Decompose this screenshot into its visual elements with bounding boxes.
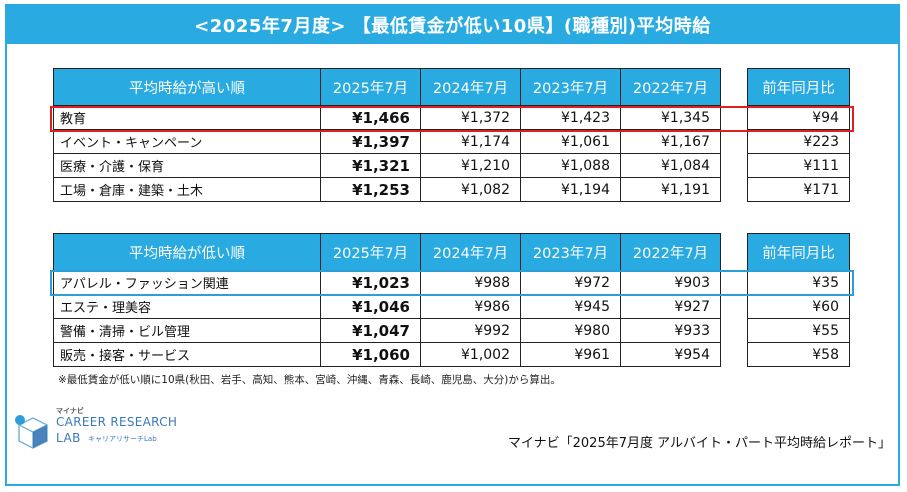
value-2025: ¥1,253 (320, 177, 421, 202)
value-2024: ¥986 (420, 294, 521, 319)
value-2023: ¥1,194 (520, 177, 621, 202)
table-row: ¥58 (747, 342, 850, 367)
category-cell: イベント・キャンペーン (53, 129, 321, 154)
col-2023: 2023年7月 (520, 68, 621, 106)
yoy-value: ¥58 (747, 342, 850, 367)
value-2023: ¥980 (520, 318, 621, 343)
col-2022: 2022年7月 (620, 68, 721, 106)
value-2025: ¥1,023 (320, 270, 421, 295)
logo-line1: CAREER RESEARCH (56, 415, 178, 429)
high-table-header: 平均時給が高い順 (53, 68, 321, 106)
category-cell: 教育 (53, 105, 321, 130)
table-row: イベント・キャンペーン ¥1,397 ¥1,174 ¥1,061 ¥1,167 (53, 129, 721, 154)
table-row: 販売・接客・サービス ¥1,060 ¥1,002 ¥961 ¥954 (53, 342, 721, 367)
yoy-value: ¥111 (747, 153, 850, 178)
value-2023: ¥972 (520, 270, 621, 295)
cube-logo-icon (15, 415, 48, 449)
value-2025: ¥1,046 (320, 294, 421, 319)
value-2025: ¥1,397 (320, 129, 421, 154)
logo-line2: LAB (56, 431, 81, 445)
yoy-value: ¥35 (747, 270, 850, 295)
career-research-lab-logo: マイナビ CAREER RESEARCH LAB キャリアリサーチLab (12, 404, 182, 464)
category-cell: エステ・理美容 (53, 294, 321, 319)
value-2024: ¥1,082 (420, 177, 521, 202)
value-2022: ¥903 (620, 270, 721, 295)
table-row: ¥55 (747, 318, 850, 343)
table-row: エステ・理美容 ¥1,046 ¥986 ¥945 ¥927 (53, 294, 721, 319)
report-title: <2025年7月度> 【最低賃金が低い10県】(職種別)平均時給 (7, 6, 898, 44)
category-cell: アパレル・ファッション関連 (53, 270, 321, 295)
value-2024: ¥1,002 (420, 342, 521, 367)
category-cell: 警備・清掃・ビル管理 (53, 318, 321, 343)
table-row: ¥111 (747, 153, 850, 178)
value-2022: ¥1,191 (620, 177, 721, 202)
value-2023: ¥961 (520, 342, 621, 367)
value-2023: ¥1,061 (520, 129, 621, 154)
table-row: 工場・倉庫・建築・土木 ¥1,253 ¥1,082 ¥1,194 ¥1,191 (53, 177, 721, 202)
value-2024: ¥1,174 (420, 129, 521, 154)
value-2023: ¥1,088 (520, 153, 621, 178)
table-row: ¥94 (747, 105, 850, 130)
yoy-value: ¥223 (747, 129, 850, 154)
table-row: 医療・介護・保育 ¥1,321 ¥1,210 ¥1,088 ¥1,084 (53, 153, 721, 178)
value-2024: ¥1,372 (420, 105, 521, 130)
category-cell: 工場・倉庫・建築・土木 (53, 177, 321, 202)
col-2024: 2024年7月 (420, 68, 521, 106)
value-2025: ¥1,047 (320, 318, 421, 343)
low-wage-table: 平均時給が低い順 2025年7月 2024年7月 2023年7月 2022年7月… (53, 233, 721, 367)
yoy-value: ¥171 (747, 177, 850, 202)
logo-brand: マイナビ (56, 407, 84, 415)
value-2022: ¥954 (620, 342, 721, 367)
table-row: 警備・清掃・ビル管理 ¥1,047 ¥992 ¥980 ¥933 (53, 318, 721, 343)
footnote: ※最低賃金が低い順に10県(秋田、岩手、高知、熊本、宮崎、沖縄、青森、長崎、鹿児… (58, 374, 561, 386)
yoy-value: ¥60 (747, 294, 850, 319)
low-yoy-table: 前年同月比 ¥35 ¥60 ¥55 ¥58 (747, 233, 850, 367)
col-2023: 2023年7月 (520, 233, 621, 271)
category-cell: 販売・接客・サービス (53, 342, 321, 367)
source-credit: マイナビ「2025年7月度 アルバイト・パート平均時給レポート」 (507, 436, 891, 451)
table-row: 教育 ¥1,466 ¥1,372 ¥1,423 ¥1,345 (53, 105, 721, 130)
value-2023: ¥945 (520, 294, 621, 319)
yoy-value: ¥94 (747, 105, 850, 130)
value-2022: ¥1,167 (620, 129, 721, 154)
category-cell: 医療・介護・保育 (53, 153, 321, 178)
table-row: ¥60 (747, 294, 850, 319)
yoy-header: 前年同月比 (747, 233, 850, 271)
value-2024: ¥988 (420, 270, 521, 295)
value-2022: ¥927 (620, 294, 721, 319)
col-2025: 2025年7月 (320, 68, 421, 106)
value-2025: ¥1,060 (320, 342, 421, 367)
table-row: アパレル・ファッション関連 ¥1,023 ¥988 ¥972 ¥903 (53, 270, 721, 295)
value-2024: ¥992 (420, 318, 521, 343)
value-2023: ¥1,423 (520, 105, 621, 130)
table-row: ¥35 (747, 270, 850, 295)
yoy-header: 前年同月比 (747, 68, 850, 106)
low-table-header: 平均時給が低い順 (53, 233, 321, 271)
high-yoy-table: 前年同月比 ¥94 ¥223 ¥111 ¥171 (747, 68, 850, 202)
value-2022: ¥1,084 (620, 153, 721, 178)
value-2022: ¥933 (620, 318, 721, 343)
value-2025: ¥1,321 (320, 153, 421, 178)
yoy-value: ¥55 (747, 318, 850, 343)
value-2024: ¥1,210 (420, 153, 521, 178)
table-row: ¥223 (747, 129, 850, 154)
col-2025: 2025年7月 (320, 233, 421, 271)
value-2025: ¥1,466 (320, 105, 421, 130)
value-2022: ¥1,345 (620, 105, 721, 130)
high-wage-table: 平均時給が高い順 2025年7月 2024年7月 2023年7月 2022年7月… (53, 68, 721, 202)
logo-subtitle: キャリアリサーチLab (88, 435, 157, 443)
col-2022: 2022年7月 (620, 233, 721, 271)
col-2024: 2024年7月 (420, 233, 521, 271)
table-row: ¥171 (747, 177, 850, 202)
